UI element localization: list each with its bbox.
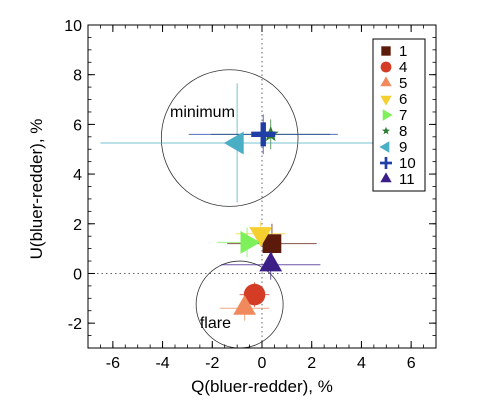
x-tick-label-6: 6: [407, 355, 416, 372]
x-tick-label--4: -4: [155, 355, 169, 372]
data-point-series-6: [249, 227, 273, 247]
annotation-minimum: minimum: [170, 104, 235, 121]
y-tick-label-4: 4: [73, 167, 82, 184]
legend-marker-series-8: [382, 126, 390, 135]
annotation-flare: flare: [200, 315, 231, 332]
legend-label-series-6: 6: [399, 91, 407, 108]
region-circle-minimum: [160, 69, 299, 207]
data-point-series-9: [223, 131, 244, 155]
data-point-series-11: [259, 251, 283, 272]
x-tick-label-0: 0: [258, 355, 267, 372]
y-tick-label-6: 6: [73, 117, 82, 134]
legend-marker-series-1: [381, 46, 391, 56]
legend-label-series-11: 11: [399, 171, 415, 188]
legend-marker-series-10: [380, 157, 392, 169]
y-tick-label--2: -2: [68, 316, 82, 333]
legend-marker-series-11: [380, 172, 392, 183]
legend-marker-series-6: [380, 95, 392, 106]
legend-label-series-9: 9: [399, 139, 407, 156]
x-tick-label-2: 2: [307, 355, 316, 372]
data-point-series-5: [233, 295, 256, 315]
x-tick-label--2: -2: [205, 355, 219, 372]
legend-label-series-1: 1: [399, 43, 407, 60]
axes: -6 -4 -2 0 2 4 6 -2 0 2 4 6 8 10: [64, 18, 437, 372]
x-axis-title: Q(bluer-redder), %: [191, 377, 333, 396]
data-point-series-4: [243, 283, 266, 306]
data-point-series-7: [240, 231, 261, 254]
x-tick-label-4: 4: [357, 355, 366, 372]
y-axis-title: U(bluer-redder), %: [27, 119, 46, 260]
legend-label-series-10: 10: [399, 155, 416, 172]
legend-label-series-4: 4: [399, 59, 407, 76]
annotations: minimum flare: [170, 104, 235, 332]
legend-marker-series-4: [380, 61, 392, 73]
legend-marker-series-5: [380, 76, 392, 87]
data-point-series-10-v: [260, 122, 266, 147]
legend-label-series-5: 5: [399, 75, 407, 92]
data-markers: [223, 122, 283, 315]
legend-label-series-7: 7: [399, 107, 407, 124]
data-point-series-10: [251, 122, 276, 147]
legend-marker-series-9: [379, 141, 390, 153]
data-point-series-1: [262, 234, 282, 254]
y-tick-label-2: 2: [73, 217, 82, 234]
y-tick-label-8: 8: [73, 68, 82, 85]
x-tick-label--6: -6: [106, 355, 120, 372]
y-tick-label-10: 10: [64, 18, 82, 35]
legend-marker-series-10-v: [384, 157, 388, 169]
legend-marker-series-7: [382, 109, 393, 121]
legend-label-series-8: 8: [399, 123, 407, 140]
y-tick-label-0: 0: [73, 266, 82, 283]
